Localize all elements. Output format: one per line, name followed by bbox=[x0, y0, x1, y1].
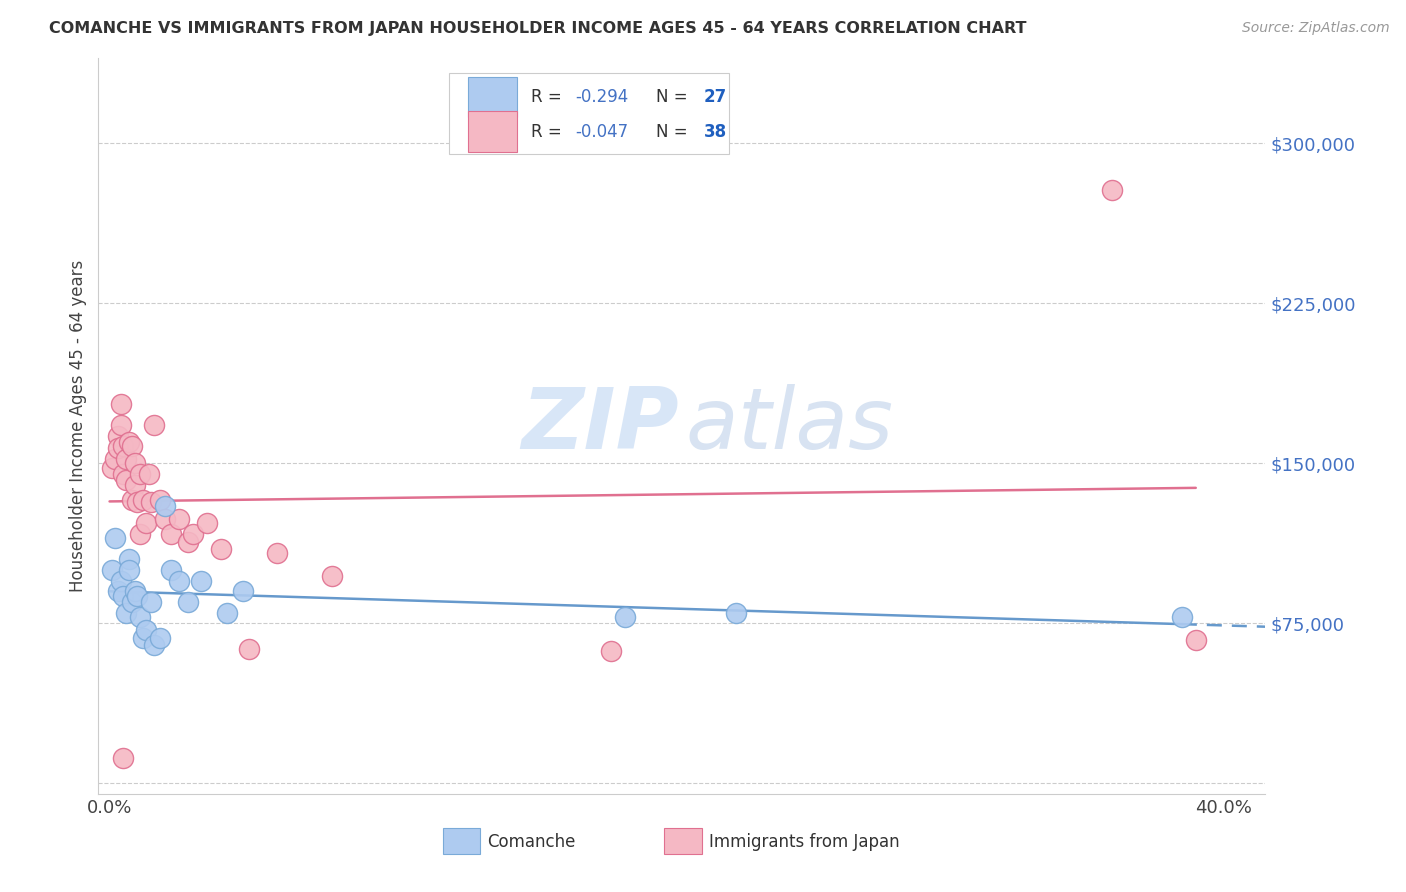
Text: -0.047: -0.047 bbox=[575, 122, 628, 141]
Point bbox=[107, 584, 129, 599]
Point bbox=[129, 610, 152, 624]
Point bbox=[124, 477, 146, 491]
Point bbox=[107, 442, 129, 456]
Text: -0.294: -0.294 bbox=[575, 88, 628, 106]
Point bbox=[129, 467, 152, 481]
Text: N =: N = bbox=[657, 88, 693, 106]
Point bbox=[138, 467, 160, 481]
Text: 38: 38 bbox=[704, 122, 727, 141]
Point bbox=[176, 595, 198, 609]
Point bbox=[215, 606, 238, 620]
Point bbox=[115, 606, 138, 620]
Text: atlas: atlas bbox=[685, 384, 893, 467]
Point bbox=[101, 563, 124, 577]
Point bbox=[112, 467, 135, 481]
Point bbox=[232, 584, 254, 599]
Text: N =: N = bbox=[657, 122, 693, 141]
Point bbox=[155, 512, 177, 526]
Point bbox=[112, 589, 135, 603]
Text: R =: R = bbox=[531, 122, 568, 141]
Point bbox=[132, 492, 155, 507]
Point bbox=[176, 535, 198, 549]
Point bbox=[112, 750, 135, 764]
Point bbox=[160, 526, 183, 541]
Point bbox=[104, 452, 127, 467]
Text: R =: R = bbox=[531, 88, 568, 106]
Point bbox=[143, 417, 166, 432]
FancyBboxPatch shape bbox=[443, 829, 479, 855]
Point bbox=[209, 541, 232, 556]
Point bbox=[266, 546, 288, 560]
Point bbox=[321, 569, 343, 583]
Text: Immigrants from Japan: Immigrants from Japan bbox=[709, 833, 900, 851]
Text: ZIP: ZIP bbox=[520, 384, 679, 467]
Point bbox=[599, 644, 621, 658]
Point bbox=[135, 516, 157, 530]
Point bbox=[725, 606, 748, 620]
Point bbox=[110, 396, 132, 410]
Point bbox=[121, 595, 143, 609]
Point bbox=[195, 516, 218, 530]
Text: 27: 27 bbox=[704, 88, 727, 106]
Point bbox=[127, 589, 149, 603]
Point bbox=[115, 452, 138, 467]
Point bbox=[141, 595, 163, 609]
Text: COMANCHE VS IMMIGRANTS FROM JAPAN HOUSEHOLDER INCOME AGES 45 - 64 YEARS CORRELAT: COMANCHE VS IMMIGRANTS FROM JAPAN HOUSEH… bbox=[49, 21, 1026, 36]
Point bbox=[143, 638, 166, 652]
FancyBboxPatch shape bbox=[468, 112, 517, 152]
Point bbox=[613, 610, 636, 624]
Text: Comanche: Comanche bbox=[486, 833, 575, 851]
Point bbox=[141, 494, 163, 508]
Text: Source: ZipAtlas.com: Source: ZipAtlas.com bbox=[1241, 21, 1389, 35]
Y-axis label: Householder Income Ages 45 - 64 years: Householder Income Ages 45 - 64 years bbox=[69, 260, 87, 592]
Point bbox=[107, 428, 129, 442]
Point bbox=[112, 439, 135, 453]
Point bbox=[1184, 633, 1206, 648]
Point bbox=[121, 439, 143, 453]
Point bbox=[118, 552, 141, 566]
Point bbox=[104, 531, 127, 545]
Point bbox=[1171, 610, 1194, 624]
Point bbox=[190, 574, 212, 588]
Point bbox=[167, 512, 190, 526]
Point bbox=[135, 623, 157, 637]
Point bbox=[1101, 183, 1123, 197]
Point bbox=[132, 631, 155, 645]
FancyBboxPatch shape bbox=[449, 72, 728, 153]
Point bbox=[129, 526, 152, 541]
Point bbox=[149, 492, 172, 507]
Point bbox=[118, 434, 141, 449]
Point bbox=[181, 526, 204, 541]
Point bbox=[238, 641, 260, 656]
Point bbox=[121, 492, 143, 507]
Point bbox=[127, 494, 149, 508]
Point bbox=[115, 473, 138, 487]
Point bbox=[110, 574, 132, 588]
Point bbox=[124, 584, 146, 599]
Point bbox=[155, 499, 177, 513]
Point bbox=[118, 563, 141, 577]
FancyBboxPatch shape bbox=[665, 829, 702, 855]
FancyBboxPatch shape bbox=[468, 77, 517, 117]
Point bbox=[124, 456, 146, 470]
Point bbox=[101, 460, 124, 475]
Point bbox=[110, 417, 132, 432]
Point bbox=[149, 631, 172, 645]
Point bbox=[167, 574, 190, 588]
Point bbox=[160, 563, 183, 577]
